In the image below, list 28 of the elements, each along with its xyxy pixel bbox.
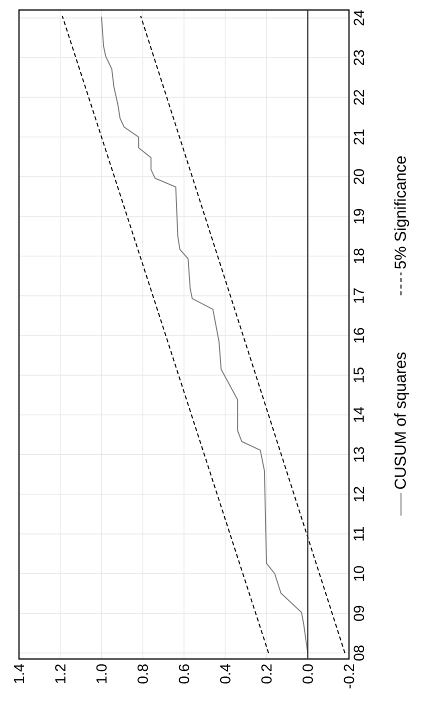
y-tick-label: 11 <box>354 527 364 540</box>
x-tick-label: 1.0 <box>96 664 107 683</box>
x-tick-label: 0.4 <box>220 664 230 684</box>
text: 5% Significance <box>394 156 410 269</box>
y-tick-label: 13 <box>354 447 364 462</box>
x-tick-label: 1.2 <box>55 664 66 683</box>
x-tick-label: -0.2 <box>344 664 354 688</box>
y-tick-label: 23 <box>354 50 364 66</box>
y-tick-label: 18 <box>354 248 364 264</box>
y-tick-label: 09 <box>354 606 364 621</box>
text: CUSUM of squares <box>394 352 410 489</box>
x-tick-label: 0.6 <box>178 664 190 684</box>
y-tick-label: 24 <box>354 10 364 26</box>
y-tick-label: 22 <box>354 90 364 105</box>
x-tick-label: 1.4 <box>14 664 24 683</box>
y-tick-label: 15 <box>354 368 364 382</box>
x-tick-label: 0.2 <box>261 664 272 684</box>
y-tick-label: 19 <box>354 208 364 224</box>
y-tick-label: 21 <box>354 130 364 144</box>
y-tick-label: 08 <box>354 646 364 661</box>
x-tick-label: 0.8 <box>138 664 148 684</box>
y-tick-label: 14 <box>354 407 364 422</box>
y-tick-label: 20 <box>354 169 364 184</box>
x-tick-label: 0.0 <box>302 664 313 684</box>
y-tick-label: 12 <box>354 486 364 502</box>
y-tick-label: 17 <box>354 288 364 303</box>
y-tick-label: 10 <box>354 566 364 581</box>
y-tick-label: 16 <box>354 328 364 343</box>
